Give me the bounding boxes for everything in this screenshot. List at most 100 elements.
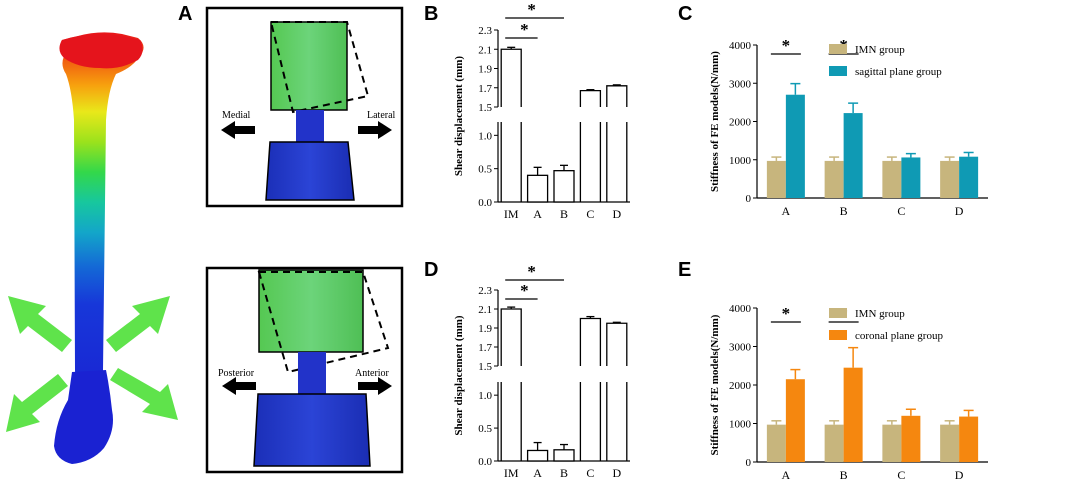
bar-lower-segment <box>606 382 628 461</box>
y-tick-label: 1.0 <box>478 130 492 142</box>
y-tick-label: 3000 <box>729 78 752 90</box>
y-tick-label: 2.3 <box>478 285 492 297</box>
fe-bottom-upper-fragment <box>258 269 364 353</box>
x-tick-label: D <box>612 207 621 221</box>
x-tick-label: IM <box>504 207 519 221</box>
y-tick-label: 0.0 <box>478 456 492 468</box>
x-tick-label: B <box>560 207 568 221</box>
chart-b-shear-displacement: B 0.0 0.5 1.0 1.5 1.7 1.9 2.1 2.3 Shear displace… <box>424 0 630 221</box>
bar <box>843 367 863 462</box>
significance-star: * <box>527 0 536 19</box>
y-tick-label: 4000 <box>729 40 752 52</box>
x-tick-label: A <box>533 466 542 480</box>
y-tick-label: 1.5 <box>478 361 492 373</box>
bar <box>959 156 979 198</box>
y-tick-label: 2.1 <box>478 44 492 56</box>
bar <box>824 160 844 198</box>
y-tick-label: 2000 <box>729 380 752 392</box>
chart-e-stiffness-coronal: E 0 1000 2000 3000 4000 Stiffness of FE model… <box>678 259 988 482</box>
bar-upper-segment <box>579 89 602 107</box>
bar <box>882 160 902 198</box>
bar-upper-segment <box>606 85 628 107</box>
legend-swatch <box>829 330 847 340</box>
x-tick-label: IM <box>504 466 519 480</box>
bar <box>940 160 960 198</box>
x-tick-label: A <box>782 468 791 482</box>
bar <box>959 416 979 462</box>
y-tick-label: 3000 <box>729 342 752 354</box>
x-tick-label: C <box>586 207 594 221</box>
bar <box>785 94 805 198</box>
panel-label-d: D <box>424 259 438 281</box>
fe-top-left-label: Medial <box>222 110 251 121</box>
bar <box>824 424 844 462</box>
y-tick-label: 1.9 <box>478 323 492 335</box>
y-axis-title: Stiffness of FE models(N/mm) <box>709 51 721 192</box>
x-tick-label: C <box>586 466 594 480</box>
bar-upper-segment <box>500 308 522 366</box>
panel-label-a: A <box>178 3 192 25</box>
x-tick-label: C <box>897 468 905 482</box>
fe-top-lower-fragment <box>265 141 355 201</box>
y-tick-label: 1.7 <box>478 342 492 354</box>
y-tick-label: 1000 <box>729 155 752 167</box>
y-tick-label: 0.0 <box>478 197 492 209</box>
panel-label-e: E <box>678 259 691 281</box>
fe-bottom-right-label: Anterior <box>355 368 390 379</box>
y-axis-title: Shear displacement (mm) <box>453 315 465 436</box>
x-tick-label: D <box>612 466 621 480</box>
chart-c-stiffness-sagittal: C 0 1000 2000 3000 4000 Stiffness of FE model… <box>678 3 988 218</box>
y-tick-label: 2000 <box>729 117 752 129</box>
bar-lower-segment <box>500 122 522 202</box>
fe-bottom-nail <box>298 352 326 394</box>
x-tick-label: A <box>782 204 791 218</box>
y-tick-label: 1000 <box>729 419 752 431</box>
panel-label-c: C <box>678 3 692 25</box>
significance-star: * <box>527 262 536 281</box>
x-tick-label: D <box>955 204 964 218</box>
bar <box>526 174 549 203</box>
tibia-shaft <box>60 32 144 411</box>
upper-right-arrow <box>106 296 170 352</box>
x-tick-label: A <box>533 207 542 221</box>
fe-top-osteotomy-outline <box>269 21 370 114</box>
y-tick-label: 0 <box>746 193 752 205</box>
y-tick-label: 0.5 <box>478 423 492 435</box>
x-tick-label: B <box>840 204 848 218</box>
fe-top-nail <box>296 110 324 142</box>
legend-label: IMN group <box>855 308 905 320</box>
bar-lower-segment <box>500 382 522 461</box>
x-tick-label: D <box>955 468 964 482</box>
y-tick-label: 1.0 <box>478 390 492 402</box>
bar <box>882 424 902 462</box>
y-tick-label: 0 <box>746 457 752 469</box>
legend-label: sagittal plane group <box>855 66 942 78</box>
bar <box>766 424 786 462</box>
tibia-model-illustration <box>6 32 178 464</box>
chart-d-shear-displacement: D 0.0 0.5 1.0 1.5 1.7 1.9 2.1 2.3 Shear displace… <box>424 259 630 480</box>
x-tick-label: B <box>840 468 848 482</box>
fe-top-right-arrow <box>358 121 392 139</box>
x-tick-label: B <box>560 466 568 480</box>
legend-swatch <box>829 44 847 54</box>
bar <box>901 157 921 198</box>
bar-lower-segment <box>606 122 628 202</box>
fe-bottom-lower-fragment <box>253 393 371 467</box>
bar-upper-segment <box>579 317 602 366</box>
bar <box>901 415 921 462</box>
legend-swatch <box>829 308 847 318</box>
panel-label-b: B <box>424 3 438 25</box>
upper-left-arrow <box>8 296 72 352</box>
lower-right-arrow <box>110 368 178 420</box>
bar-upper-segment <box>500 48 522 107</box>
y-tick-label: 1.7 <box>478 83 492 95</box>
bar <box>785 379 805 462</box>
y-tick-label: 0.5 <box>478 164 492 176</box>
legend-swatch <box>829 66 847 76</box>
fe-view-bottom: Posterior Anterior <box>205 266 404 474</box>
bar <box>766 160 786 198</box>
fe-top-right-label: Lateral <box>367 110 396 121</box>
bar <box>843 113 863 198</box>
legend-label: IMN group <box>855 44 905 56</box>
